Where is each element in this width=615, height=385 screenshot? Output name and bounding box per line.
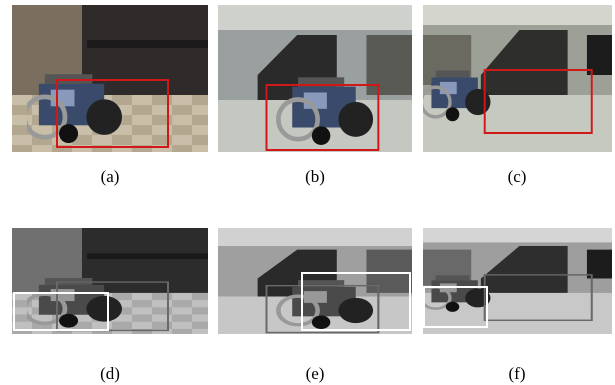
photo <box>218 5 412 152</box>
photo <box>421 5 612 152</box>
photo <box>218 228 412 334</box>
panel-label: (c) <box>508 167 527 186</box>
panel-label: (a) <box>101 167 120 186</box>
photo <box>421 228 612 334</box>
panel-label: (f) <box>509 364 526 383</box>
panel-label: (e) <box>306 364 325 383</box>
panel-label: (d) <box>100 364 120 383</box>
photo <box>12 5 208 152</box>
figure: (a) (b) (c) (d) (e) (f) <box>0 0 615 385</box>
panel-label: (b) <box>305 167 325 186</box>
